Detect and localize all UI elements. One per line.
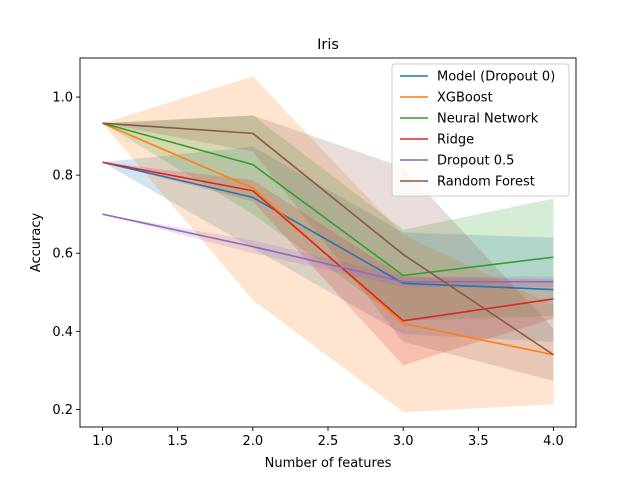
x-tick-label: 3.0 bbox=[393, 434, 414, 449]
x-tick-label: 3.5 bbox=[468, 434, 489, 449]
y-tick-label: 0.6 bbox=[52, 247, 73, 262]
x-tick-label: 1.0 bbox=[92, 434, 113, 449]
legend-label-ridge: Ridge bbox=[437, 133, 474, 148]
chart-title: Iris bbox=[317, 37, 339, 53]
y-tick-label: 1.0 bbox=[52, 91, 73, 106]
y-axis-label: Accuracy bbox=[29, 213, 44, 273]
legend-label-model-dropout-0: Model (Dropout 0) bbox=[437, 70, 555, 85]
x-tick-label: 2.5 bbox=[318, 434, 339, 449]
x-tick-label: 1.5 bbox=[167, 434, 188, 449]
y-tick-label: 0.8 bbox=[52, 169, 73, 184]
x-tick-label: 4.0 bbox=[543, 434, 564, 449]
legend-label-random-forest: Random Forest bbox=[437, 175, 535, 190]
x-tick-label: 2.0 bbox=[243, 434, 264, 449]
y-tick-label: 0.2 bbox=[52, 403, 73, 418]
legend: Model (Dropout 0) XGBoost Neural Network Ri… bbox=[392, 64, 569, 196]
y-tick-label: 0.4 bbox=[52, 325, 73, 340]
legend-label-xgboost: XGBoost bbox=[437, 91, 493, 106]
legend-label-neural-network: Neural Network bbox=[437, 112, 539, 127]
x-axis-label: Number of features bbox=[265, 456, 392, 471]
legend-label-dropout-0-5: Dropout 0.5 bbox=[437, 154, 514, 169]
